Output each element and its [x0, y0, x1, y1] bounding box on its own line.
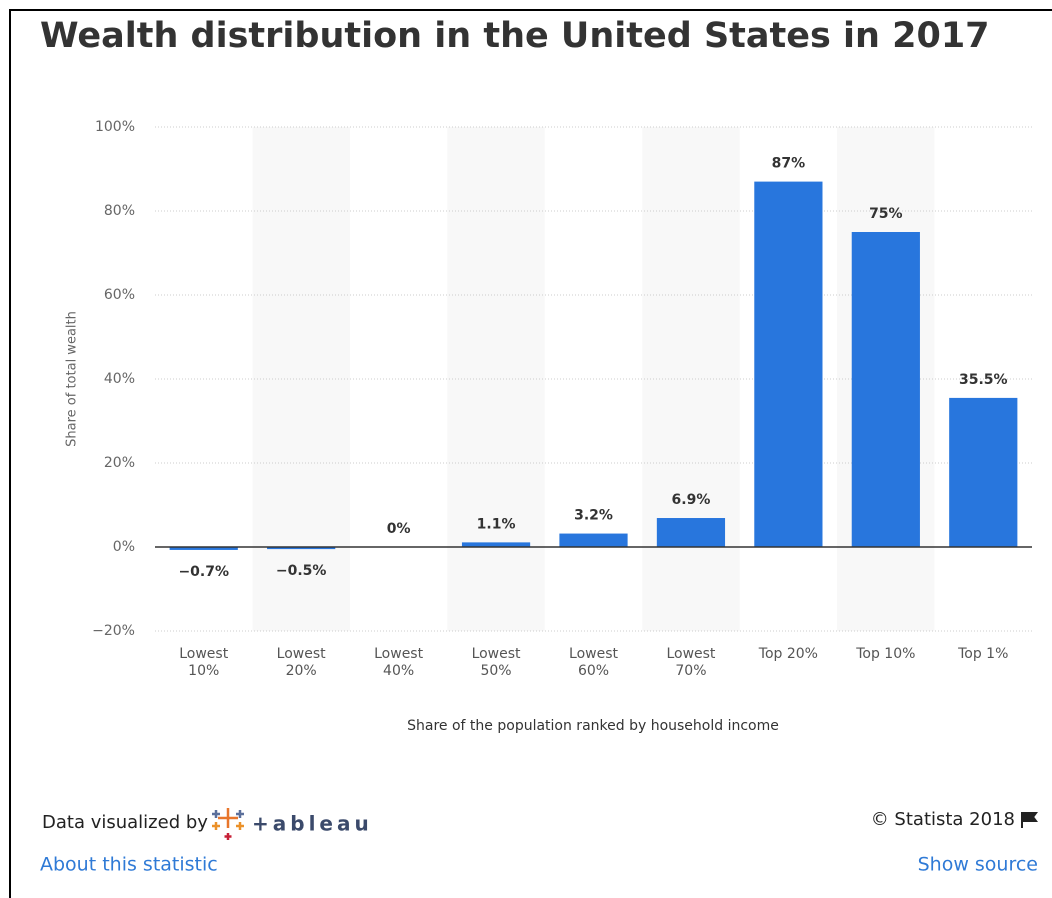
- y-tick-label: 20%: [104, 455, 135, 471]
- y-tick-label: 100%: [95, 119, 135, 135]
- value-label: 3.2%: [574, 508, 613, 524]
- tableau-logo: +ableau: [252, 812, 373, 836]
- value-label: 1.1%: [477, 516, 516, 532]
- y-tick-label: 80%: [104, 203, 135, 219]
- frame: [9, 9, 1052, 898]
- bar: [267, 547, 336, 550]
- bar: [559, 533, 628, 547]
- bar: [851, 232, 920, 547]
- x-tick-label: Lowest 40%: [374, 646, 424, 679]
- value-label: 75%: [869, 206, 903, 222]
- y-tick-label: −20%: [92, 623, 135, 639]
- x-tick-label: Top 1%: [958, 646, 1009, 662]
- copyright: © Statista 2018: [871, 809, 1015, 830]
- value-label: −0.5%: [276, 563, 327, 579]
- x-tick-label: Lowest 50%: [471, 646, 521, 679]
- bar: [169, 547, 238, 550]
- y-tick-label: 60%: [104, 287, 135, 303]
- x-axis-label: Share of the population ranked by househ…: [407, 718, 779, 734]
- bar: [949, 397, 1018, 547]
- x-tick-label: Lowest 70%: [666, 646, 716, 679]
- x-tick-label: Lowest 20%: [276, 646, 326, 679]
- bar: [656, 518, 726, 547]
- y-tick-label: 40%: [104, 371, 135, 387]
- value-label: 35.5%: [959, 372, 1008, 388]
- value-label: 6.9%: [672, 492, 711, 508]
- about-link[interactable]: About this statistic: [40, 854, 218, 876]
- x-tick-label: Lowest 60%: [569, 646, 618, 679]
- chart-title: Wealth distribution in the United States…: [40, 16, 990, 56]
- x-tick-label: Top 20%: [758, 646, 818, 662]
- value-label: 87%: [772, 156, 806, 172]
- flag-icon: [1021, 812, 1038, 828]
- bar: [461, 542, 531, 547]
- value-label: −0.7%: [178, 564, 229, 580]
- source-link[interactable]: Show source: [918, 854, 1038, 876]
- tableau-icon: [212, 808, 244, 840]
- y-axis-label: Share of total wealth: [65, 311, 80, 447]
- value-label: 0%: [387, 521, 411, 537]
- visualized-by: Data visualized by: [42, 812, 208, 833]
- y-tick-label: 0%: [113, 539, 135, 555]
- x-tick-label: Lowest 10%: [179, 646, 229, 679]
- x-tick-label: Top 10%: [856, 646, 916, 662]
- bar: [754, 181, 823, 547]
